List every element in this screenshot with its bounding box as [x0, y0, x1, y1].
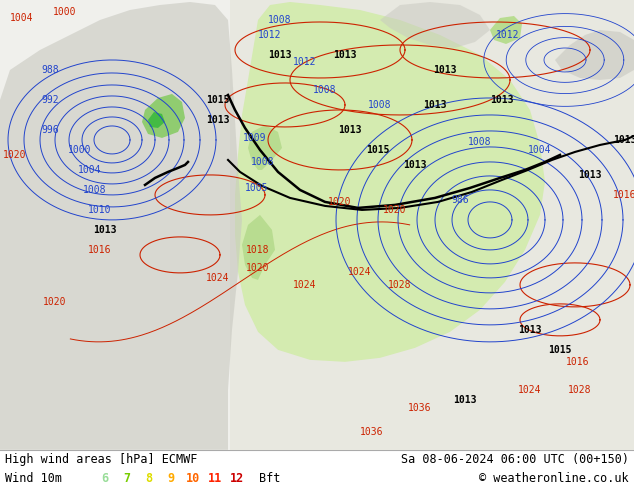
Polygon shape: [555, 30, 634, 80]
Text: 1024: 1024: [206, 273, 230, 283]
Text: 7: 7: [124, 472, 131, 486]
Text: 1008: 1008: [368, 100, 392, 110]
Polygon shape: [490, 16, 522, 44]
Text: 12: 12: [230, 472, 244, 486]
Text: 1008: 1008: [469, 137, 492, 147]
Text: 1036: 1036: [360, 427, 384, 437]
Text: 1012: 1012: [496, 30, 520, 40]
Text: 1016: 1016: [88, 245, 112, 255]
Text: 1013: 1013: [613, 135, 634, 145]
Text: 1024: 1024: [294, 280, 317, 290]
Text: Wind 10m: Wind 10m: [5, 472, 62, 486]
Text: 1013: 1013: [433, 65, 456, 75]
Text: 1013: 1013: [333, 50, 357, 60]
Text: 992: 992: [41, 95, 59, 105]
Text: 1020: 1020: [383, 205, 407, 215]
Text: 11: 11: [208, 472, 222, 486]
Text: 1036: 1036: [408, 403, 432, 413]
Polygon shape: [142, 94, 185, 138]
Text: 1013: 1013: [490, 95, 514, 105]
Text: 1020: 1020: [246, 263, 269, 273]
Polygon shape: [0, 2, 242, 450]
Text: High wind areas [hPa] ECMWF: High wind areas [hPa] ECMWF: [5, 453, 197, 466]
Text: 1013: 1013: [206, 115, 230, 125]
Text: 1012: 1012: [294, 57, 317, 67]
Text: 1013: 1013: [453, 395, 477, 405]
Text: 1013: 1013: [518, 325, 541, 335]
Text: 1010: 1010: [88, 205, 112, 215]
Polygon shape: [248, 125, 282, 170]
Text: 1009: 1009: [243, 133, 267, 143]
Text: 1000: 1000: [68, 145, 92, 155]
Text: 1004: 1004: [10, 13, 34, 23]
Text: 1015: 1015: [366, 145, 390, 155]
Text: 1015: 1015: [548, 345, 572, 355]
Polygon shape: [0, 0, 230, 450]
Text: 1024: 1024: [518, 385, 541, 395]
Text: 1028: 1028: [388, 280, 411, 290]
Text: 996: 996: [41, 125, 59, 135]
Text: 8: 8: [145, 472, 153, 486]
Text: Sa 08-06-2024 06:00 UTC (00+150): Sa 08-06-2024 06:00 UTC (00+150): [401, 453, 629, 466]
Text: 1020: 1020: [43, 297, 67, 307]
Text: 1013: 1013: [93, 225, 117, 235]
Polygon shape: [148, 112, 165, 128]
Text: 1004: 1004: [78, 165, 101, 175]
Text: Bft: Bft: [259, 472, 280, 486]
Text: 1013: 1013: [268, 50, 292, 60]
Text: 1005: 1005: [245, 183, 269, 193]
Text: 1028: 1028: [568, 385, 592, 395]
Text: 1000: 1000: [53, 7, 77, 17]
Text: © weatheronline.co.uk: © weatheronline.co.uk: [479, 472, 629, 486]
Text: 1020: 1020: [3, 150, 27, 160]
Text: 1016: 1016: [566, 357, 590, 367]
Text: 1018: 1018: [246, 245, 269, 255]
Text: 1024: 1024: [348, 267, 372, 277]
Text: 988: 988: [41, 65, 59, 75]
Text: 1008: 1008: [268, 15, 292, 25]
Text: 1008: 1008: [251, 157, 275, 167]
Text: 1013: 1013: [339, 125, 362, 135]
Text: 9: 9: [167, 472, 174, 486]
Text: 1020: 1020: [328, 197, 352, 207]
Text: 6: 6: [101, 472, 108, 486]
Text: 1008: 1008: [83, 185, 107, 195]
Text: 1008: 1008: [313, 85, 337, 95]
Text: 1013: 1013: [578, 170, 602, 180]
Polygon shape: [235, 2, 545, 362]
Text: 1004: 1004: [528, 145, 552, 155]
Polygon shape: [242, 215, 275, 280]
Text: 10: 10: [186, 472, 200, 486]
Text: 1013: 1013: [424, 100, 447, 110]
Text: 986: 986: [451, 195, 469, 205]
Text: 1015: 1015: [206, 95, 230, 105]
Polygon shape: [380, 2, 490, 48]
Text: 1016: 1016: [613, 190, 634, 200]
Text: 1012: 1012: [258, 30, 281, 40]
Text: 1013: 1013: [403, 160, 427, 170]
